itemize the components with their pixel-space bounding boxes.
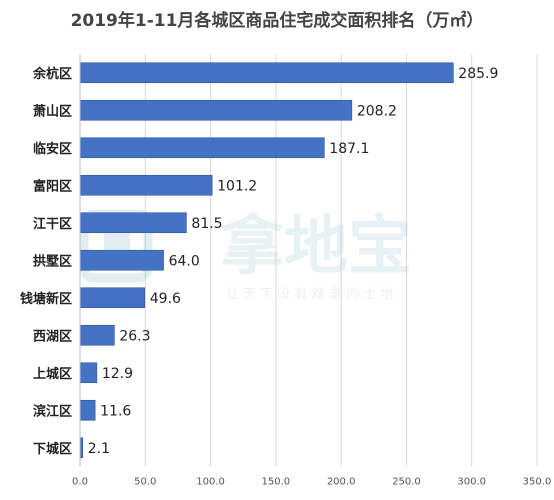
category-label: 富阳区 bbox=[33, 178, 72, 194]
category-label: 上城区 bbox=[33, 366, 72, 382]
value-label: 2.1 bbox=[88, 441, 110, 457]
x-tick-label: 100.0 bbox=[196, 477, 225, 488]
value-label: 11.6 bbox=[100, 403, 131, 419]
watermark-logo: 拿地宝 让 天 下 没 有 难 拿 的 土 地 bbox=[79, 209, 412, 302]
value-label: 64.0 bbox=[169, 253, 200, 269]
value-label: 12.9 bbox=[102, 366, 133, 382]
bar bbox=[79, 324, 115, 346]
value-label: 187.1 bbox=[329, 141, 369, 157]
x-tick-label: 50.0 bbox=[134, 477, 156, 488]
value-labels: 285.9 208.2 187.1 101.2 81.5 64.0 49.6 26.3 12.9… bbox=[88, 66, 499, 457]
value-label: 26.3 bbox=[119, 328, 150, 344]
category-label: 钱塘新区 bbox=[20, 291, 72, 307]
category-label: 临安区 bbox=[33, 141, 72, 157]
x-tick-label: 250.0 bbox=[392, 477, 421, 488]
category-label: 余杭区 bbox=[32, 66, 72, 82]
x-axis-ticks: 0.0 50.0 100.0 150.0 200.0 250.0 300.0 350.0 bbox=[72, 477, 551, 488]
value-label: 208.2 bbox=[357, 103, 397, 119]
bars bbox=[79, 62, 454, 459]
bar bbox=[79, 174, 213, 196]
x-tick-label: 350.0 bbox=[523, 477, 552, 488]
category-label: 下城区 bbox=[33, 441, 72, 457]
category-label: 滨江区 bbox=[33, 403, 72, 419]
value-label: 285.9 bbox=[458, 66, 498, 82]
value-label: 81.5 bbox=[191, 216, 222, 232]
watermark-slogan: 让 天 下 没 有 难 拿 的 土 地 bbox=[226, 286, 393, 302]
bar bbox=[79, 287, 146, 309]
bar bbox=[79, 137, 325, 159]
watermark-brand: 拿地宝 bbox=[220, 210, 412, 284]
value-label: 101.2 bbox=[217, 178, 257, 194]
chart-title: 2019年1-11月各城区商品住宅成交面积排名（万㎡） bbox=[70, 11, 484, 31]
x-tick-label: 150.0 bbox=[262, 477, 291, 488]
bar bbox=[79, 212, 187, 234]
bar bbox=[79, 62, 454, 84]
category-label: 江干区 bbox=[33, 216, 72, 232]
category-label: 拱墅区 bbox=[33, 253, 72, 269]
value-label: 49.6 bbox=[150, 291, 181, 307]
bar bbox=[79, 399, 96, 421]
bar bbox=[79, 249, 164, 271]
category-label: 西湖区 bbox=[33, 329, 72, 344]
x-tick-label: 0.0 bbox=[72, 477, 88, 488]
x-tick-label: 300.0 bbox=[457, 477, 486, 488]
bar bbox=[79, 362, 98, 384]
x-tick-label: 200.0 bbox=[327, 477, 356, 488]
category-label: 萧山区 bbox=[33, 103, 72, 119]
bar bbox=[79, 99, 353, 121]
